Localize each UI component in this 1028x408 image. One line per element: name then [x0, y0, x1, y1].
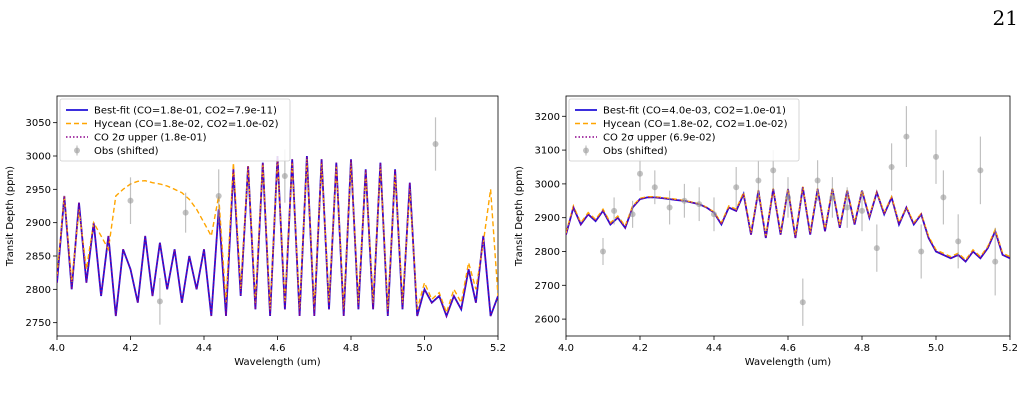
left-plot: 4.0 4.2 4.4 4.6 4.8 5.0 5.2 2750 2800 2850 2900 295… — [5, 95, 506, 368]
y-tick-label: 2800 — [535, 247, 560, 258]
obs-point — [992, 258, 999, 265]
obs-point — [127, 197, 134, 204]
y-tick-label: 2900 — [26, 218, 51, 229]
obs-point — [844, 204, 851, 211]
right-plot: 4.0 4.2 4.4 4.6 4.8 5.0 5.2 2600 2700 2800 2900 300… — [514, 95, 1018, 368]
obs-point — [637, 170, 643, 177]
obs-point — [903, 133, 910, 140]
x-tick-label: 5.2 — [1002, 343, 1018, 354]
y-tick-label: 2950 — [26, 185, 51, 196]
obs-point — [215, 193, 222, 199]
obs-point — [156, 298, 163, 305]
y-tick-label: 3000 — [26, 152, 51, 163]
x-tick-label: 4.4 — [196, 343, 212, 354]
obs-point — [432, 141, 439, 147]
obs-point — [933, 153, 939, 160]
legend-swatch-point — [74, 147, 80, 154]
obs-point — [611, 207, 618, 214]
y-axis-label: Transit Depth (ppm) — [514, 166, 525, 267]
x-tick-label: 4.8 — [854, 343, 870, 354]
y-tick-label: 2750 — [26, 318, 51, 329]
legend-label: Hycean (CO=1.8e-02, CO2=1.0e-02) — [603, 119, 788, 130]
x-tick-label: 5.0 — [417, 343, 433, 354]
y-axis-label: Transit Depth (ppm) — [5, 166, 16, 267]
obs-point — [873, 245, 880, 252]
y-tick-label: 2600 — [535, 315, 560, 326]
x-tick-label: 4.6 — [270, 343, 286, 354]
x-axis-label: Wavelength (um) — [745, 357, 831, 368]
obs-point — [814, 177, 821, 184]
y-tick-label: 3100 — [535, 146, 560, 157]
y-tick-label: 3200 — [535, 112, 560, 123]
obs-point — [733, 184, 740, 191]
legend: Best-fit (CO=4.0e-03, CO2=1.0e-01) Hycean… — [568, 98, 800, 162]
legend-box — [568, 98, 800, 162]
legend-label: CO 2σ upper (1.8e-01) — [94, 133, 207, 144]
legend-label: CO 2σ upper (6.9e-02) — [603, 133, 716, 144]
x-tick-label: 4.0 — [558, 343, 574, 354]
x-tick-label: 5.2 — [490, 343, 506, 354]
series-group — [566, 106, 1010, 326]
obs-point — [770, 167, 777, 174]
y-tick-label: 3000 — [535, 179, 560, 190]
page-number: 21 — [992, 6, 1018, 30]
series-line-1 — [566, 186, 1010, 261]
y-tick-label: 2900 — [535, 213, 560, 224]
legend-swatch-point — [583, 147, 589, 154]
legend-label: Obs (shifted) — [603, 146, 668, 157]
obs-point — [666, 204, 673, 211]
obs-point — [829, 194, 836, 201]
obs-point — [977, 167, 984, 174]
obs-point — [681, 197, 688, 204]
legend: Best-fit (CO=1.8e-01, CO2=7.9e-11) Hycean… — [59, 98, 291, 162]
y-tick-label: 2700 — [535, 281, 560, 292]
obs-point — [755, 177, 762, 184]
y-tick-label: 2850 — [26, 252, 51, 263]
y-tick-label: 3050 — [26, 118, 51, 129]
obs-point — [696, 201, 703, 208]
y-tick-label: 2800 — [26, 285, 51, 296]
legend-label: Best-fit (CO=1.8e-01, CO2=7.9e-11) — [94, 106, 277, 117]
obs-point — [955, 238, 962, 245]
x-axis-label: Wavelength (um) — [234, 357, 320, 368]
x-tick-label: 4.2 — [123, 343, 139, 354]
legend-label: Best-fit (CO=4.0e-03, CO2=1.0e-01) — [603, 106, 786, 117]
obs-point — [799, 299, 806, 306]
obs-point — [940, 194, 947, 201]
obs-point — [785, 194, 791, 201]
obs-point — [629, 211, 636, 218]
x-tick-label: 4.2 — [632, 343, 648, 354]
x-tick-label: 5.0 — [928, 343, 944, 354]
x-tick-label: 4.6 — [780, 343, 796, 354]
obs-point — [859, 207, 865, 214]
obs-point — [281, 173, 288, 179]
legend-label: Obs (shifted) — [94, 146, 159, 157]
legend-box — [59, 98, 291, 162]
obs-point — [918, 248, 925, 255]
obs-point — [600, 248, 606, 255]
obs-point — [182, 209, 189, 216]
obs-point — [651, 184, 658, 191]
x-tick-label: 4.4 — [706, 343, 722, 354]
x-tick-label: 4.0 — [49, 343, 65, 354]
obs-point — [888, 163, 895, 170]
x-tick-label: 4.8 — [343, 343, 359, 354]
obs-point — [711, 211, 717, 218]
legend-label: Hycean (CO=1.8e-02, CO2=1.0e-02) — [94, 119, 279, 130]
